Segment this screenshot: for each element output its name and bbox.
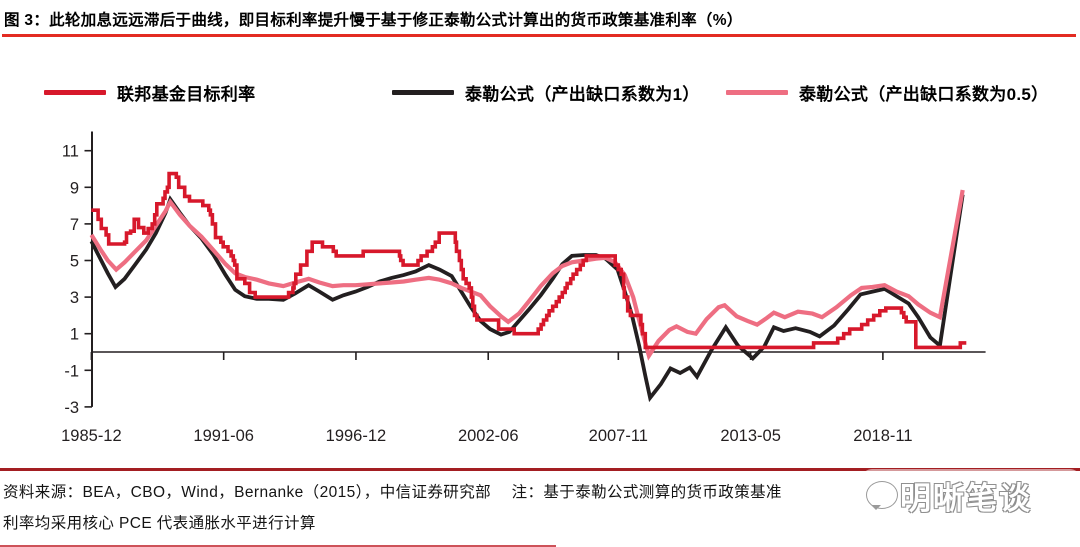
legend-swatch-black-line [392, 90, 454, 95]
speech-bubble-icon [866, 481, 898, 510]
y-tick-label: 11 [62, 143, 79, 161]
x-tick-label: 1991-06 [193, 427, 254, 445]
legend-label: 泰勒公式（产出缺口系数为1） [465, 85, 700, 104]
y-tick-label: 7 [70, 216, 79, 234]
x-tick-label: 2007-11 [589, 427, 648, 445]
y-tick-label: 5 [70, 253, 79, 271]
legend-swatch-red-line [44, 90, 106, 95]
legend-item-taylor-coef-05: 泰勒公式（产出缺口系数为0.5） [726, 80, 1048, 105]
series-line-red [91, 171, 967, 350]
series-line-pink [89, 189, 965, 361]
x-tick-label: 1985-12 [61, 427, 122, 445]
bottom-partial-rule [0, 545, 556, 547]
legend-label: 泰勒公式（产出缺口系数为0.5） [799, 85, 1049, 104]
x-tick-label: 2018-11 [853, 427, 912, 445]
x-tick-label: 2002-06 [458, 427, 519, 445]
legend-item-fed-funds-target: 联邦基金目标利率 [44, 80, 255, 105]
x-tick-label: 1996-12 [326, 427, 387, 445]
source-line-1: 资料来源：BEA，CBO，Wind，Bernanke（2015），中信证券研究部… [3, 484, 782, 501]
source-divider-rule [0, 468, 1080, 471]
y-tick-label: 3 [70, 289, 79, 307]
chart-canvas: 11 9 7 5 3 1 -1 -3 1985-12 1991-06 1996-12 2002-06 2… [61, 131, 986, 445]
x-tick-label: 2013-05 [720, 427, 781, 445]
source-line-2: 利率均采用核心 PCE 代表通胀水平进行计算 [3, 515, 316, 532]
watermark-text: 明晰笔谈 [900, 480, 1032, 516]
y-tick-label: -3 [64, 399, 79, 417]
legend-item-taylor-coef-1: 泰勒公式（产出缺口系数为1） [392, 80, 700, 105]
figure-title: 图 3：此轮加息远远滞后于曲线，即目标利率提升慢于基于修正泰勒公式计算出的货币政… [4, 12, 743, 29]
legend-label: 联邦基金目标利率 [117, 85, 256, 104]
series-line-black [89, 194, 965, 403]
y-tick-label: 1 [70, 326, 79, 344]
chart-legend: 联邦基金目标利率 泰勒公式（产出缺口系数为1） 泰勒公式（产出缺口系数为0.5） [0, 80, 1080, 104]
y-tick-label: 9 [70, 179, 79, 197]
source-note-text: 资料来源：BEA，CBO，Wind，Bernanke（2015），中信证券研究部… [3, 477, 1077, 539]
y-tick-label: -1 [64, 362, 79, 380]
watermark: 明晰笔谈 [862, 469, 1080, 521]
title-underline [2, 34, 1076, 37]
legend-swatch-pink-line [726, 90, 788, 95]
